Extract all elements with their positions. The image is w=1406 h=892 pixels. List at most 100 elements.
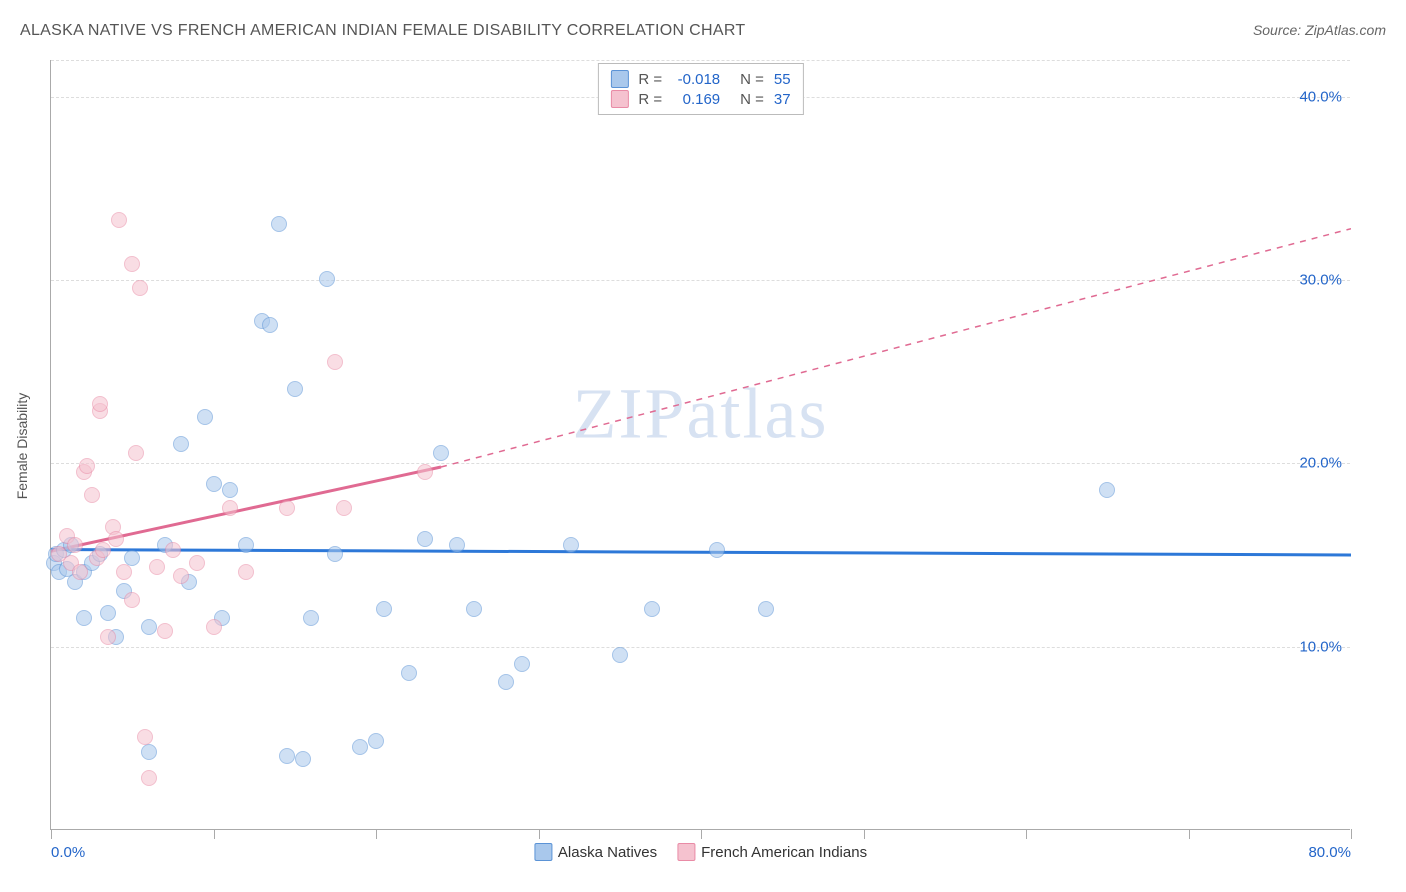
r-label-0: R = xyxy=(638,71,662,88)
scatter-point xyxy=(92,396,108,412)
y-tick-label: 30.0% xyxy=(1299,272,1342,289)
gridline xyxy=(51,647,1350,648)
scatter-point xyxy=(149,559,165,575)
scatter-point xyxy=(262,317,278,333)
swatch-series-1 xyxy=(610,90,628,108)
scatter-point xyxy=(67,537,83,553)
scatter-point xyxy=(84,487,100,503)
scatter-point xyxy=(128,445,144,461)
y-tick-label: 10.0% xyxy=(1299,638,1342,655)
scatter-point xyxy=(303,610,319,626)
scatter-point xyxy=(612,647,628,663)
scatter-point xyxy=(116,564,132,580)
scatter-point xyxy=(124,550,140,566)
scatter-point xyxy=(709,542,725,558)
scatter-point xyxy=(189,555,205,571)
scatter-point xyxy=(141,770,157,786)
r-value-0: -0.018 xyxy=(672,71,720,88)
scatter-point xyxy=(222,482,238,498)
scatter-point xyxy=(76,610,92,626)
scatter-point xyxy=(132,280,148,296)
legend-item-0: Alaska Natives xyxy=(534,843,657,861)
scatter-point xyxy=(206,619,222,635)
legend-item-1: French American Indians xyxy=(677,843,867,861)
scatter-point xyxy=(124,256,140,272)
scatter-point xyxy=(295,751,311,767)
legend-row-series-1: R = 0.169 N = 37 xyxy=(610,89,790,109)
scatter-point xyxy=(173,568,189,584)
x-tick-label: 80.0% xyxy=(1308,844,1351,861)
r-label-1: R = xyxy=(638,91,662,108)
scatter-point xyxy=(327,546,343,562)
scatter-point xyxy=(95,542,111,558)
x-tick xyxy=(214,829,215,839)
r-value-1: 0.169 xyxy=(672,91,720,108)
n-label-0: N = xyxy=(740,71,764,88)
scatter-point xyxy=(222,500,238,516)
correlation-legend: R = -0.018 N = 55 R = 0.169 N = 37 xyxy=(597,63,803,115)
x-tick xyxy=(376,829,377,839)
scatter-point xyxy=(271,216,287,232)
scatter-point xyxy=(498,674,514,690)
chart-plot-area: ZIPatlas 10.0%20.0%30.0%40.0% 0.0%80.0% … xyxy=(50,60,1350,830)
legend-row-series-0: R = -0.018 N = 55 xyxy=(610,69,790,89)
scatter-point xyxy=(514,656,530,672)
scatter-point xyxy=(141,619,157,635)
scatter-point xyxy=(100,605,116,621)
scatter-point xyxy=(287,381,303,397)
legend-label-1: French American Indians xyxy=(701,844,867,861)
scatter-point xyxy=(401,665,417,681)
y-tick-label: 40.0% xyxy=(1299,88,1342,105)
scatter-point xyxy=(417,464,433,480)
legend-label-0: Alaska Natives xyxy=(558,844,657,861)
x-tick xyxy=(1351,829,1352,839)
source-attribution: Source: ZipAtlas.com xyxy=(1253,22,1386,38)
x-tick xyxy=(1189,829,1190,839)
scatter-point xyxy=(206,476,222,492)
scatter-point xyxy=(79,458,95,474)
scatter-point xyxy=(238,564,254,580)
x-tick xyxy=(864,829,865,839)
scatter-point xyxy=(368,733,384,749)
x-tick xyxy=(51,829,52,839)
scatter-point xyxy=(124,592,140,608)
scatter-point xyxy=(100,629,116,645)
x-tick xyxy=(701,829,702,839)
scatter-point xyxy=(173,436,189,452)
scatter-point xyxy=(563,537,579,553)
chart-title: ALASKA NATIVE VS FRENCH AMERICAN INDIAN … xyxy=(20,22,745,40)
series-legend: Alaska Natives French American Indians xyxy=(534,843,867,861)
legend-swatch-1 xyxy=(677,843,695,861)
scatter-point xyxy=(165,542,181,558)
gridline xyxy=(51,280,1350,281)
trend-line xyxy=(441,229,1351,467)
gridline xyxy=(51,463,1350,464)
n-value-1: 37 xyxy=(774,91,791,108)
gridline xyxy=(51,60,1350,61)
x-tick xyxy=(539,829,540,839)
scatter-point xyxy=(108,531,124,547)
scatter-point xyxy=(111,212,127,228)
scatter-point xyxy=(197,409,213,425)
scatter-point xyxy=(433,445,449,461)
scatter-point xyxy=(352,739,368,755)
scatter-point xyxy=(238,537,254,553)
scatter-point xyxy=(319,271,335,287)
y-axis-label: Female Disability xyxy=(14,393,30,500)
scatter-point xyxy=(449,537,465,553)
scatter-point xyxy=(137,729,153,745)
scatter-point xyxy=(157,623,173,639)
n-value-0: 55 xyxy=(774,71,791,88)
scatter-point xyxy=(327,354,343,370)
x-tick xyxy=(1026,829,1027,839)
y-tick-label: 20.0% xyxy=(1299,455,1342,472)
scatter-point xyxy=(1099,482,1115,498)
x-tick-label: 0.0% xyxy=(51,844,85,861)
scatter-point xyxy=(336,500,352,516)
watermark-text: ZIPatlas xyxy=(573,372,829,455)
n-label-1: N = xyxy=(740,91,764,108)
scatter-point xyxy=(758,601,774,617)
legend-swatch-0 xyxy=(534,843,552,861)
scatter-point xyxy=(279,748,295,764)
scatter-point xyxy=(279,500,295,516)
